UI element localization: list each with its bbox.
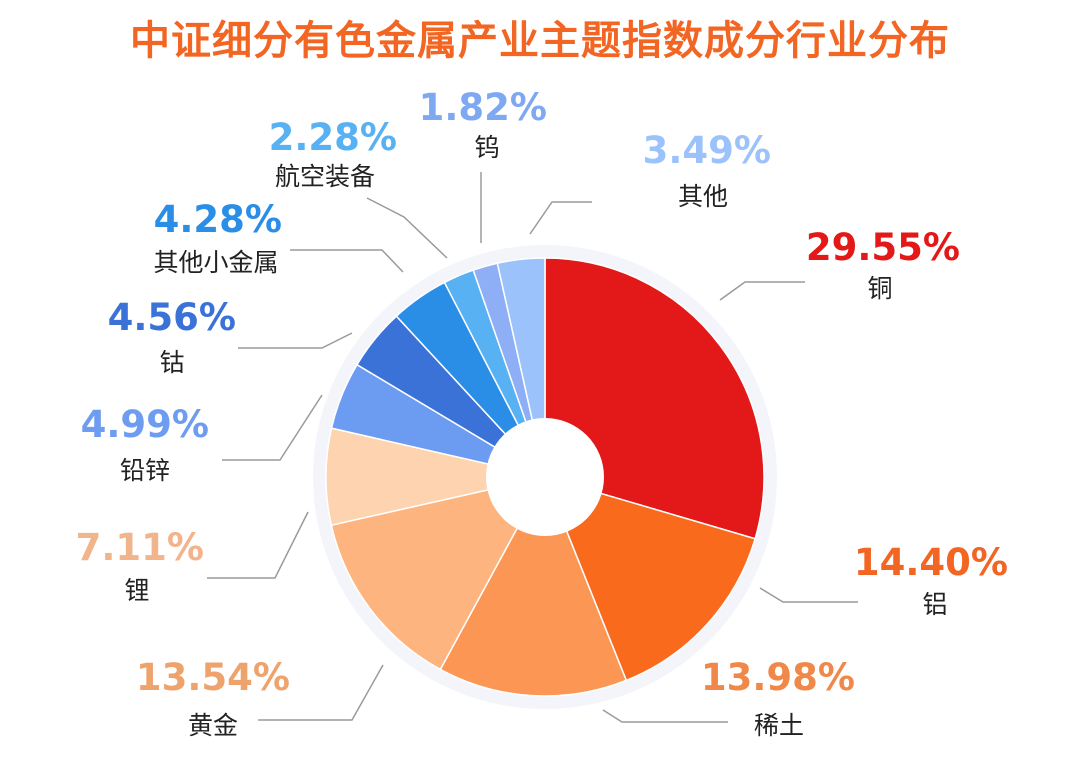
- slice-category-label: 稀土: [754, 711, 804, 740]
- slice-category-label: 航空装备: [275, 162, 375, 191]
- slice-category-label: 钴: [159, 348, 184, 377]
- slice-category-label: 铅锌: [120, 456, 170, 485]
- slice-value-label: 29.55%: [806, 226, 960, 269]
- slice-value-label: 14.40%: [854, 541, 1008, 584]
- slice-value-label: 4.99%: [81, 403, 209, 446]
- leader-line-1: [719, 281, 805, 301]
- slice-3: [439, 475, 628, 697]
- slice-value-label: 4.28%: [154, 198, 282, 241]
- slice-category-label: 钨: [474, 133, 499, 162]
- leader-line-7: [238, 332, 353, 349]
- slice-category-label: 其他: [678, 182, 728, 211]
- leader-lines-group: [207, 172, 858, 723]
- leader-line-5: [207, 511, 309, 579]
- slice-category-label: 铝: [922, 590, 947, 619]
- slice-value-label: 13.98%: [701, 656, 855, 699]
- slice-2: [543, 475, 757, 682]
- slice-4: [330, 475, 547, 671]
- chart-title: 中证细分有色金属产业主题指数成分行业分布: [130, 18, 950, 64]
- leader-line-6: [222, 394, 323, 461]
- leader-line-4: [258, 664, 384, 721]
- slice-category-label: 铜: [867, 274, 892, 303]
- slice-value-label: 13.54%: [136, 656, 290, 699]
- leader-line-8: [290, 249, 404, 273]
- leader-line-2: [759, 587, 858, 603]
- slice-value-label: 2.28%: [269, 116, 397, 159]
- slice-category-label: 锂: [124, 576, 149, 605]
- slice-value-label: 7.11%: [76, 526, 204, 569]
- slice-value-label: 4.56%: [108, 296, 236, 339]
- slice-value-label: 1.82%: [419, 86, 547, 129]
- leader-line-11: [529, 201, 592, 235]
- leader-line-3: [602, 709, 728, 723]
- slice-category-label: 其他小金属: [153, 248, 278, 277]
- slice-category-label: 黄金: [188, 711, 238, 740]
- labels-group: 29.55% 铜 14.40% 铝 13.98% 稀土 13.54% 黄金 7.11% 锂 4.99…: [76, 86, 1008, 740]
- slice-value-label: 3.49%: [643, 129, 771, 172]
- leader-line-9: [366, 197, 448, 259]
- donut-hole: [486, 418, 604, 536]
